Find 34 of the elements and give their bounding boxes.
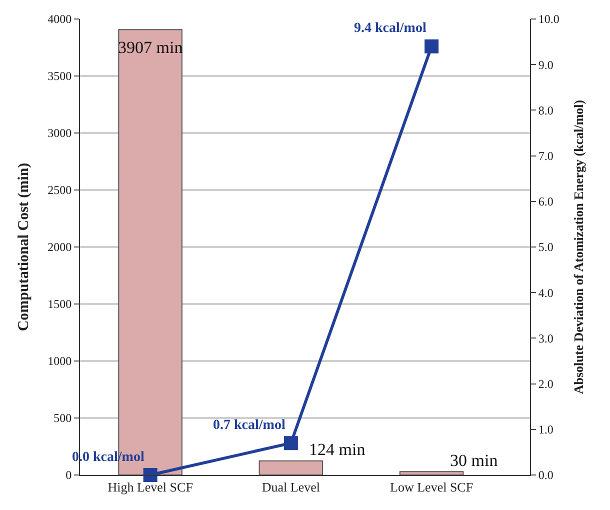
data-label: 30 min: [450, 451, 498, 470]
y2-tick-label: 10.0: [538, 12, 560, 26]
y2-tick-label: 8.0: [538, 103, 554, 118]
y2-tick-label: 4.0: [538, 286, 554, 300]
y-tick-label: 500: [54, 411, 72, 426]
y2-tick-label: 9.0: [538, 58, 554, 72]
point: [284, 436, 298, 450]
data-label: 124 min: [309, 440, 366, 459]
bar: [258, 460, 324, 475]
y-tick-label: 3500: [48, 69, 72, 84]
y2-axis-title: Absolute Deviation of Atomization Energy (kcal/mol): [571, 100, 586, 394]
bar: [399, 471, 464, 475]
y-tick-label: 2000: [48, 240, 72, 254]
y-tick-label: 0: [66, 468, 72, 482]
y-tick-label: 1500: [48, 297, 72, 312]
point: [424, 39, 439, 54]
y-axis-title: Computational Cost (min): [16, 162, 32, 332]
y-tick-label: 2500: [48, 183, 72, 198]
y2-tick-label: 3.0: [538, 331, 554, 346]
y2-tick-label: 0.0: [538, 468, 554, 482]
y-tick-label: 4000: [48, 12, 72, 26]
y2-tick-label: 6.0: [538, 194, 554, 209]
point: [143, 468, 158, 482]
x-tick-label: High Level SCF: [108, 480, 193, 495]
x-tick-label: Low Level SCF: [390, 480, 474, 495]
y2-tick-label: 2.0: [538, 377, 554, 391]
data-label: 0.7 kcal/mol: [213, 418, 286, 433]
y-tick-label: 3000: [48, 126, 72, 140]
data-label: 9.4 kcal/mol: [354, 21, 426, 36]
y-tick-label: 1000: [48, 354, 72, 368]
x-tick-label: Dual Level: [262, 480, 320, 495]
y2-tick-label: 1.0: [538, 422, 554, 437]
y2-tick-label: 5.0: [538, 240, 554, 254]
y2-tick-label: 7.0: [538, 149, 554, 163]
